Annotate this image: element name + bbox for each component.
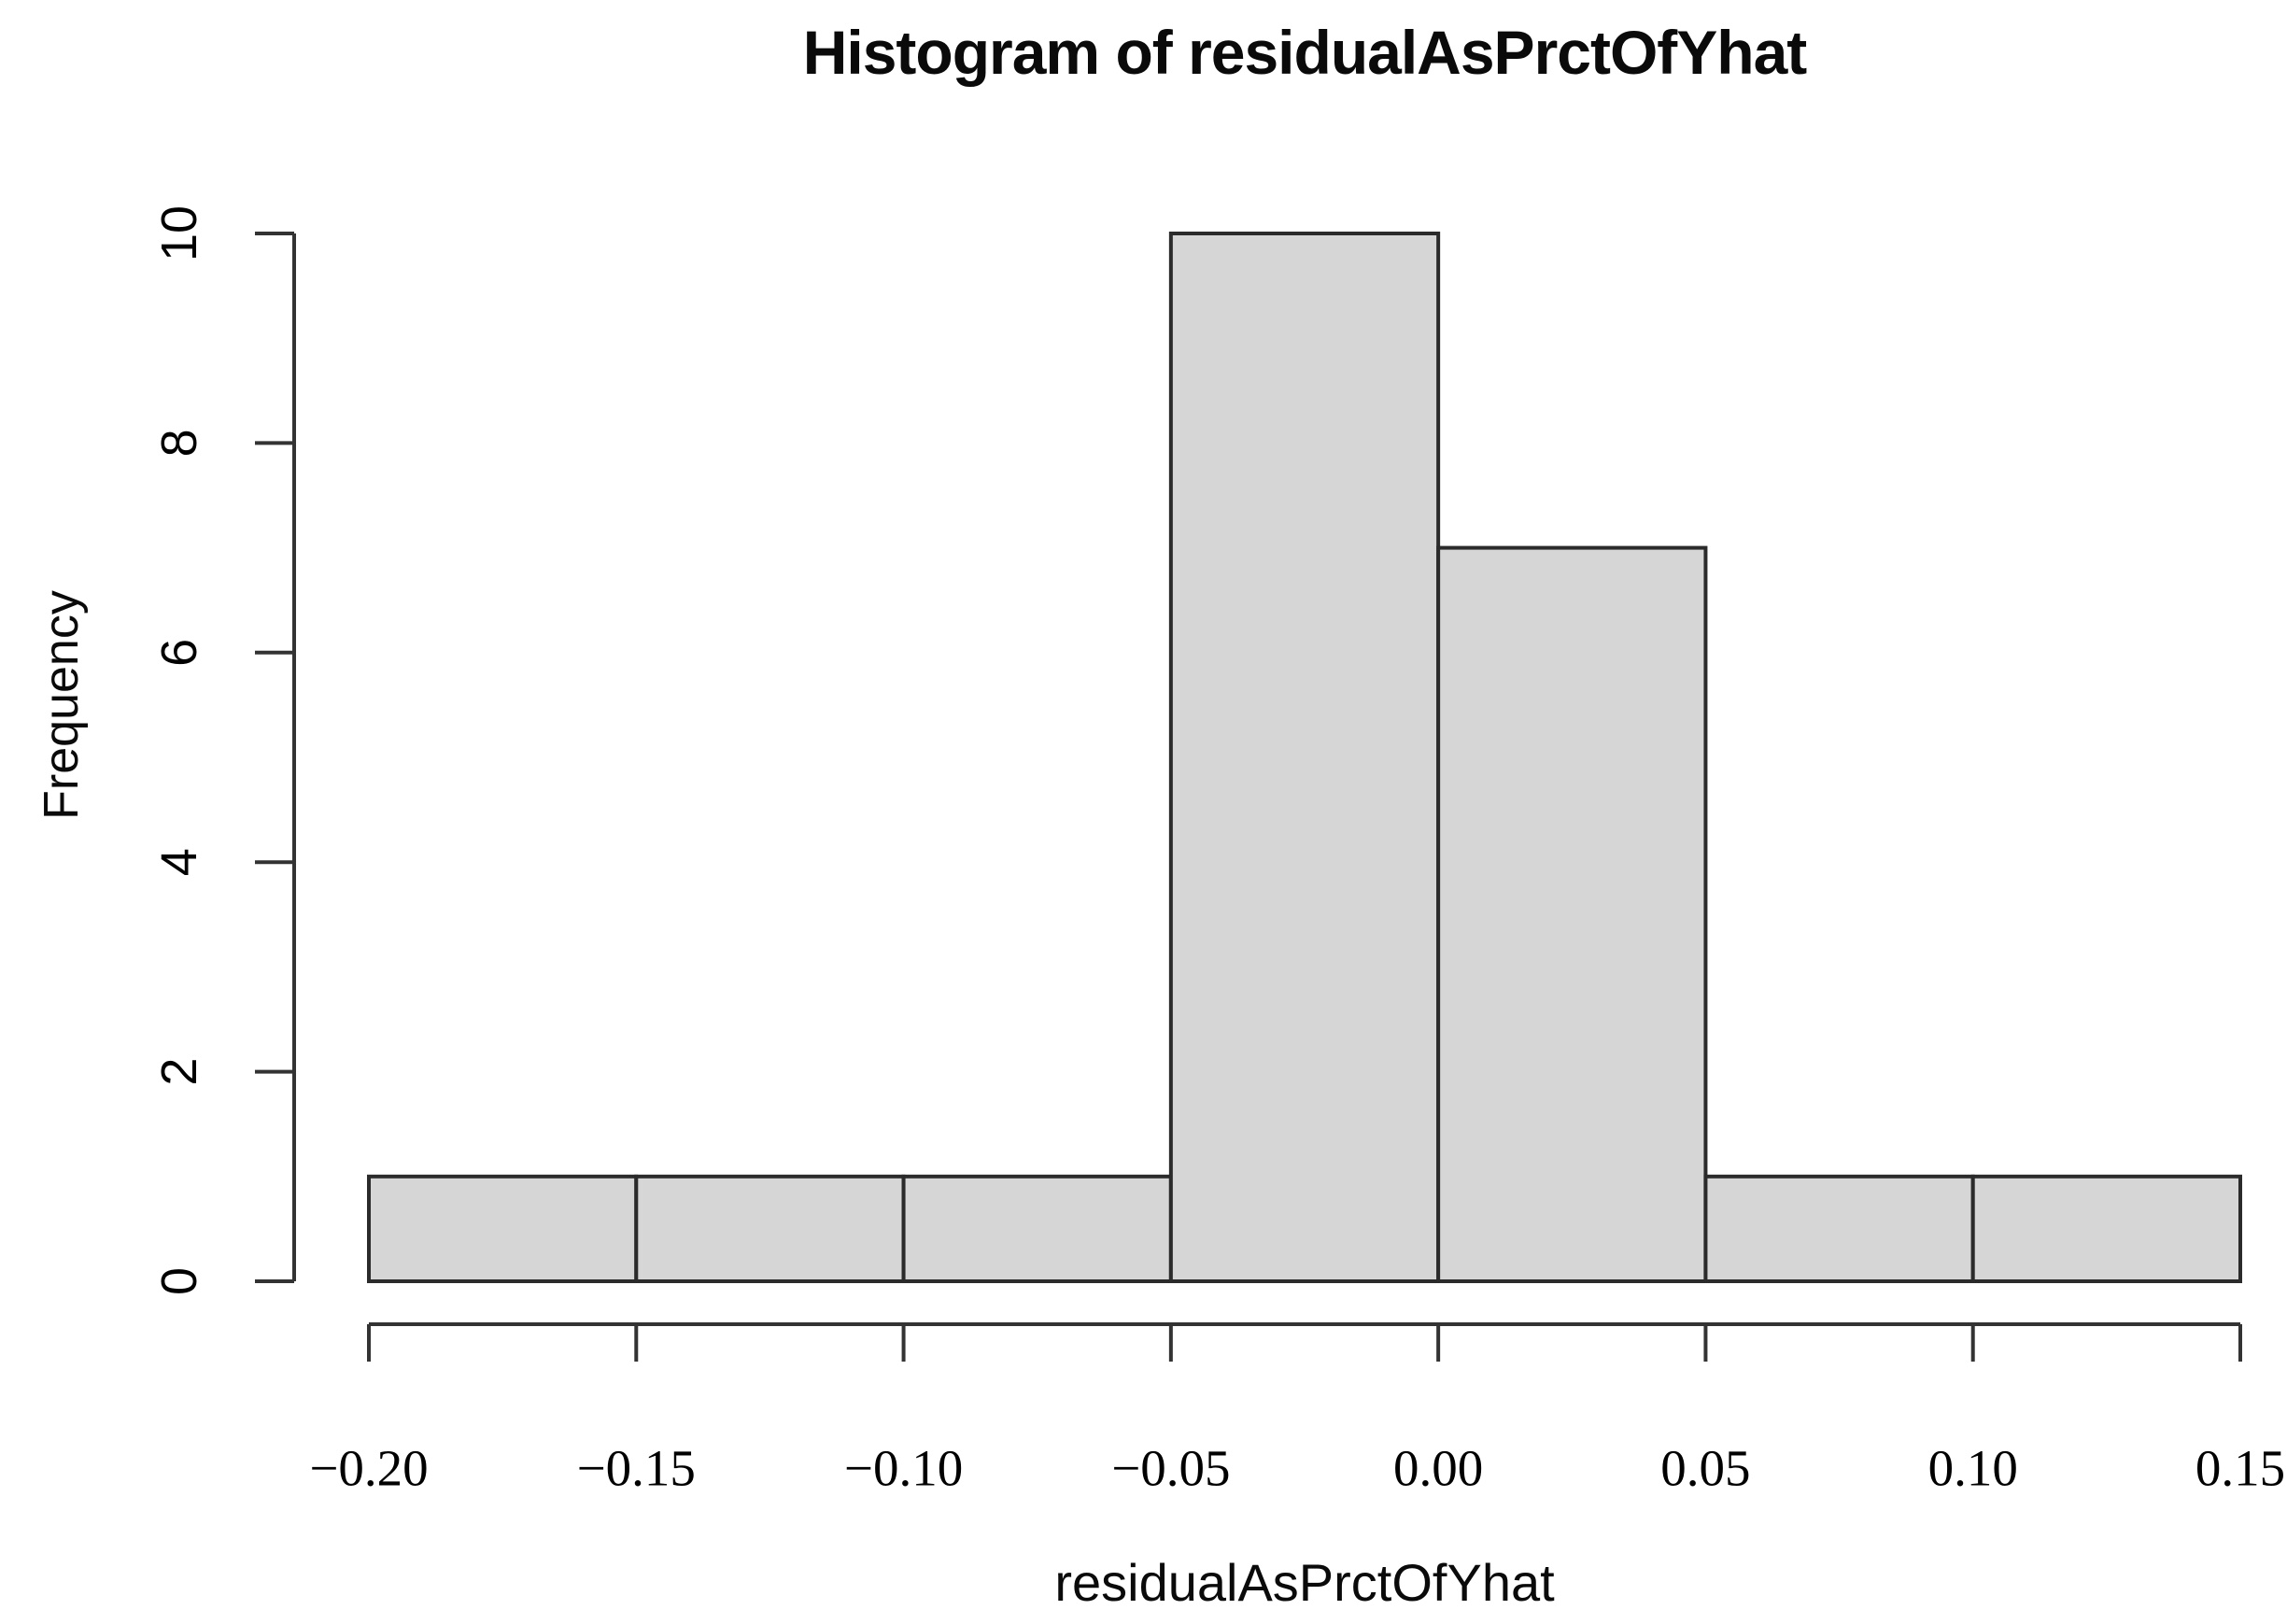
- x-tick-label: 0.05: [1660, 1440, 1750, 1497]
- histogram-bar: [1703, 1174, 1975, 1284]
- y-tick-label: 8: [151, 429, 207, 457]
- y-tick-label: 2: [151, 1058, 207, 1086]
- y-tick-label: 4: [151, 848, 207, 876]
- x-tick-label: −0.10: [844, 1440, 963, 1497]
- histogram-bar: [1970, 1174, 2243, 1284]
- x-tick-label: 0.00: [1393, 1440, 1483, 1497]
- x-axis-label: residualAsPrctOfYhat: [1054, 1553, 1555, 1612]
- y-tick-label: 6: [151, 639, 207, 667]
- histogram-bar: [367, 1174, 639, 1284]
- x-tick-label: −0.15: [577, 1440, 696, 1497]
- chart-title: Histogram of residualAsPrctOfYhat: [802, 18, 1808, 87]
- histogram-bar: [1168, 232, 1441, 1283]
- histogram-bar: [1436, 545, 1708, 1283]
- x-tick-label: 0.10: [1928, 1440, 2018, 1497]
- x-tick-label: −0.05: [1111, 1440, 1230, 1497]
- x-tick-label: 0.15: [2195, 1440, 2285, 1497]
- histogram-bar: [901, 1174, 1173, 1284]
- x-tick-label: −0.20: [309, 1440, 428, 1497]
- y-tick-label: 10: [151, 205, 207, 261]
- y-axis-label: Frequency: [35, 590, 89, 820]
- histogram-bar: [634, 1174, 906, 1284]
- y-tick-label: 0: [151, 1267, 207, 1295]
